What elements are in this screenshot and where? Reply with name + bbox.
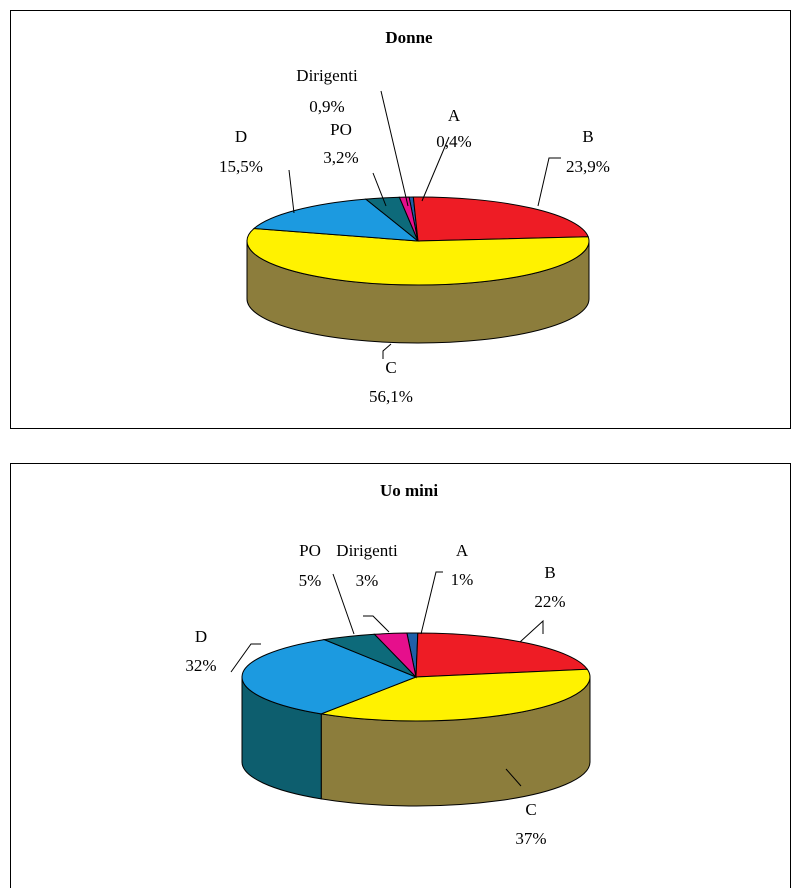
- pie-slice-c: [246, 228, 590, 286]
- slice-value-b: 23,9%: [566, 157, 610, 176]
- pie-slice-b: [412, 196, 589, 242]
- pie-slices: [246, 196, 590, 344]
- chart-title: Donne: [385, 28, 433, 47]
- leader-line-dirigenti: [380, 90, 409, 207]
- leader-line-po: [372, 172, 387, 207]
- slice-value-b: 22%: [534, 592, 565, 611]
- pie-chart-donne: Donne A 0,4% B 23,9% C 56,1% D 15,5% PO 3,2% Dirig…: [219, 28, 610, 406]
- slice-value-c: 37%: [515, 829, 546, 848]
- pie-slices: [241, 632, 591, 807]
- pie-slice-b: [415, 632, 589, 678]
- pie-slice-d: [241, 639, 418, 715]
- leader-line-c: [505, 768, 522, 787]
- pie-slice-c: [319, 668, 591, 722]
- slice-value-po: 5%: [299, 571, 322, 590]
- leader-line-po: [332, 573, 355, 635]
- slice-label-dirigenti: Dirigenti: [336, 541, 398, 560]
- pie-labels: A 0,4% B 23,9% C 56,1% D 15,5% PO 3,2% Dirigenti 0,…: [219, 66, 610, 406]
- leader-line-b: [519, 619, 544, 643]
- pie-slice-dirigenti: [398, 196, 419, 242]
- pie-labels: A 1% B 22% C 37% D 32% PO 5% Dirigenti 3%: [185, 541, 565, 848]
- slice-label-d: D: [235, 127, 247, 146]
- pie-slice-d: [252, 198, 420, 242]
- leader-line-b: [537, 157, 561, 207]
- pie-slice-dirigenti: [373, 632, 417, 679]
- slice-value-d: 15,5%: [219, 157, 263, 176]
- chart-title: Uo mini: [380, 481, 438, 500]
- slice-label-c: C: [385, 358, 396, 377]
- chart-uomini: Uo mini A 1% B 22% C 37% D 32% PO 5% Dirigenti 3%: [10, 463, 791, 888]
- pie-chart-uomini: Uo mini A 1% B 22% C 37% D 32% PO 5% Dirigenti 3%: [185, 481, 591, 848]
- slice-value-c: 56,1%: [369, 387, 413, 406]
- leader-line-a: [421, 136, 450, 202]
- leader-line-dirigenti: [363, 615, 390, 633]
- slice-value-d: 32%: [185, 656, 216, 675]
- slice-label-b: B: [544, 563, 555, 582]
- slice-label-a: A: [456, 541, 469, 560]
- slice-value-a: 1%: [451, 570, 474, 589]
- leader-line-d: [230, 643, 261, 673]
- chart-donne: Donne A 0,4% B 23,9% C 56,1% D 15,5% PO 3,2% Dirig…: [10, 10, 791, 429]
- slice-label-po: PO: [299, 541, 321, 560]
- slice-label-c: C: [525, 800, 536, 819]
- slice-value-po: 3,2%: [323, 148, 358, 167]
- leader-line-a: [420, 571, 443, 635]
- slice-label-d: D: [195, 627, 207, 646]
- slice-label-a: A: [448, 106, 461, 125]
- slice-label-b: B: [582, 127, 593, 146]
- leader-line-c: [382, 343, 392, 359]
- slice-value-dirigenti: 3%: [356, 571, 379, 590]
- slice-label-dirigenti: Dirigenti: [296, 66, 358, 85]
- slice-label-po: PO: [330, 120, 352, 139]
- leader-line-d: [288, 169, 295, 214]
- slice-value-a: 0,4%: [436, 132, 471, 151]
- slice-value-dirigenti: 0,9%: [309, 97, 344, 116]
